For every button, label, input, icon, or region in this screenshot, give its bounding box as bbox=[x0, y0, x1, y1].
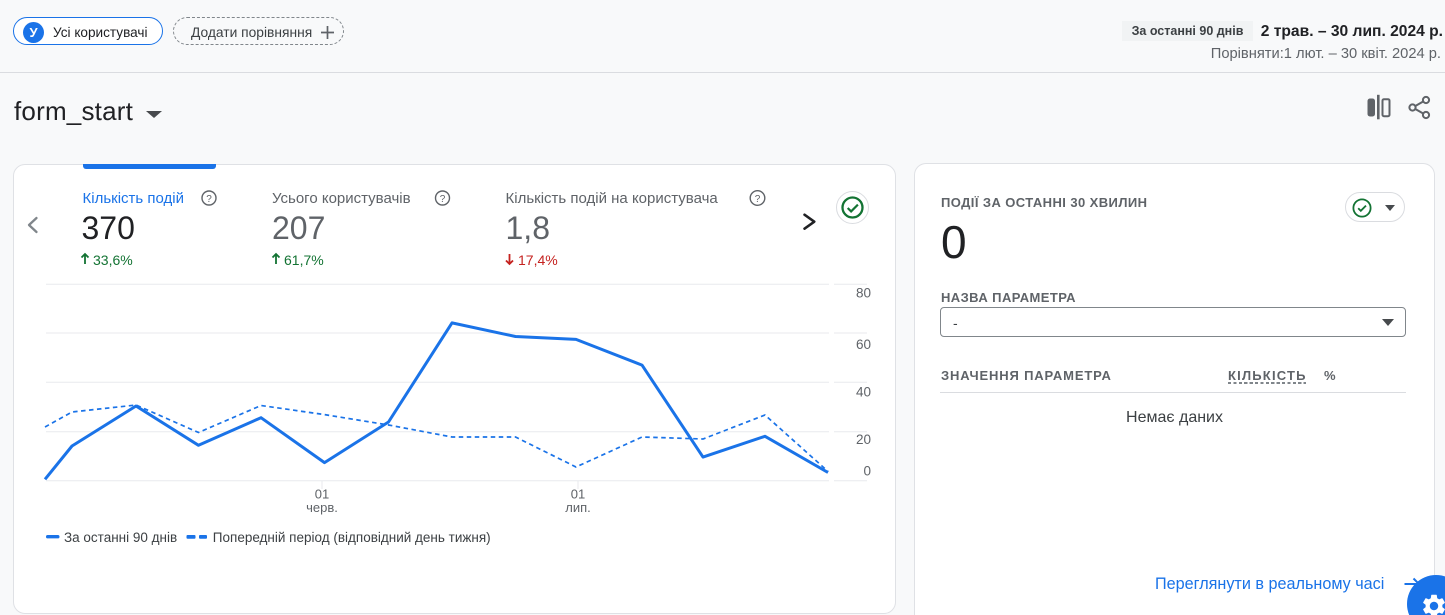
svg-text:1,8: 1,8 bbox=[506, 210, 550, 246]
svg-text:черв.: черв. bbox=[306, 500, 338, 515]
svg-text:20: 20 bbox=[856, 432, 871, 447]
svg-text:?: ? bbox=[206, 194, 212, 205]
svg-text:лип.: лип. bbox=[565, 500, 591, 515]
svg-text:61,7%: 61,7% bbox=[284, 252, 324, 268]
svg-text:60: 60 bbox=[856, 337, 871, 352]
svg-text:17,4%: 17,4% bbox=[518, 252, 558, 268]
svg-text:Попередній період (відповідний: Попередній період (відповідний день тижн… bbox=[213, 530, 491, 545]
svg-text:Усього користувачів: Усього користувачів bbox=[272, 190, 411, 207]
svg-text:?: ? bbox=[755, 194, 761, 205]
svg-text:Кількість подій на користувача: Кількість подій на користувача bbox=[506, 190, 719, 207]
svg-text:33,6%: 33,6% bbox=[93, 252, 133, 268]
svg-text:Кількість подій: Кількість подій bbox=[83, 190, 184, 207]
svg-text:За останні 90 днів: За останні 90 днів bbox=[64, 530, 177, 545]
svg-text:40: 40 bbox=[856, 385, 871, 400]
svg-text:01: 01 bbox=[315, 487, 329, 502]
svg-text:01: 01 bbox=[571, 487, 585, 502]
svg-text:207: 207 bbox=[272, 210, 325, 246]
svg-text:370: 370 bbox=[82, 210, 135, 246]
svg-text:0: 0 bbox=[863, 464, 871, 479]
svg-text:?: ? bbox=[440, 194, 446, 205]
svg-text:80: 80 bbox=[856, 286, 871, 301]
